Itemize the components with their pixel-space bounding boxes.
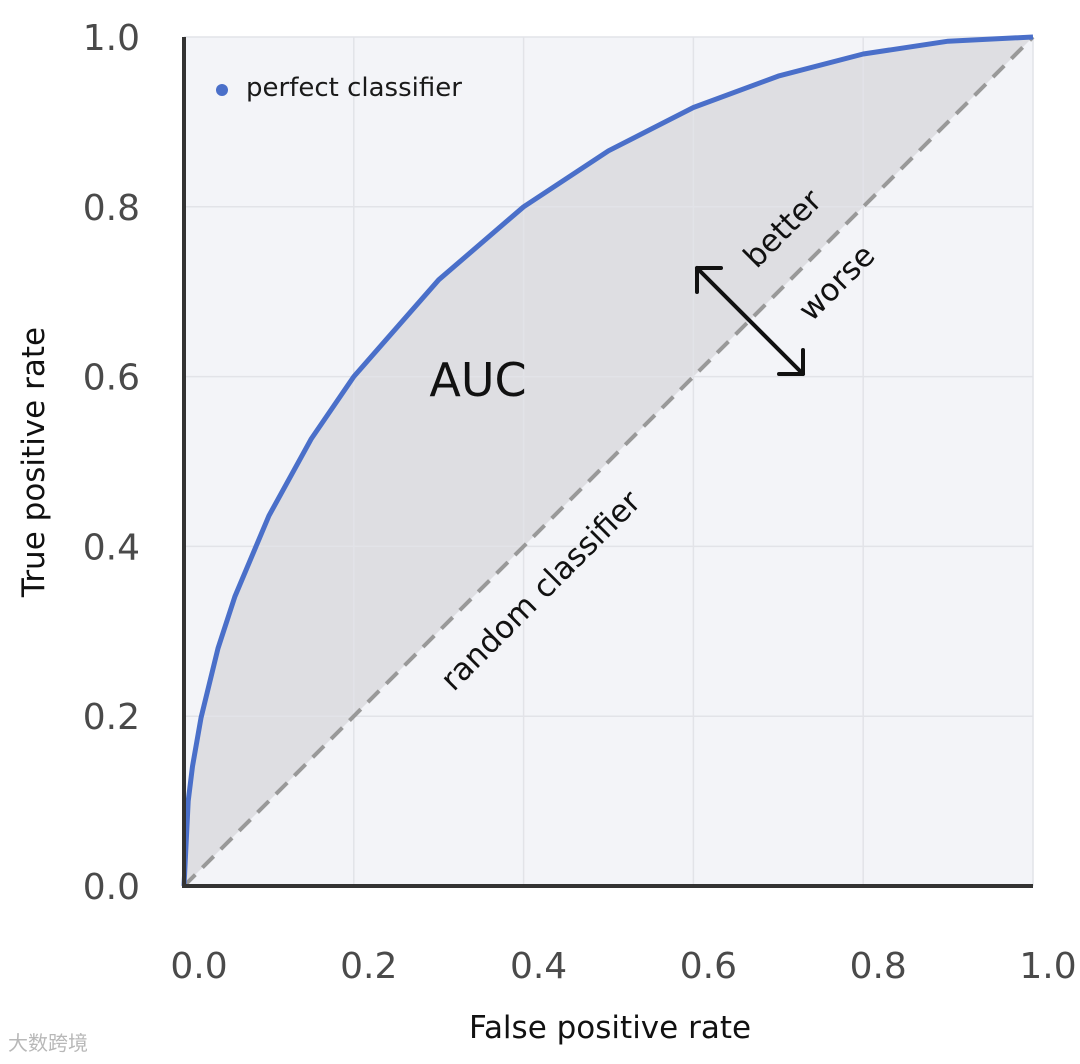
perfect-classifier-curve: [181, 34, 1034, 887]
y-tick-label: 0.6: [83, 358, 140, 399]
legend-label: perfect classifier: [246, 73, 462, 103]
y-tick-label: 0.8: [83, 188, 140, 229]
auc-label: AUC: [429, 353, 526, 407]
x-tick-label: 0.8: [850, 946, 907, 987]
better-worse-arrow: [695, 266, 805, 376]
x-tick-label: 0.2: [340, 946, 397, 987]
watermark: 大数跨境: [8, 1031, 88, 1055]
y-tick-label: 0.2: [83, 697, 140, 738]
y-tick-label: 0.4: [83, 527, 140, 568]
x-tick-label: 0.0: [170, 946, 227, 987]
y-tick-label: 0.0: [83, 867, 140, 908]
y-tick-label: 1.0: [83, 18, 140, 59]
y-tick-labels: 0.0 0.2 0.4 0.6 0.8 1.0: [83, 18, 140, 908]
x-axis-label: False positive rate: [469, 1010, 751, 1046]
x-tick-label: 0.6: [680, 946, 737, 987]
legend-marker: [216, 84, 228, 96]
random-classifier-line: [182, 35, 1035, 888]
y-axis-label: True positive rate: [16, 327, 52, 598]
x-tick-label: 0.4: [510, 946, 567, 987]
x-tick-labels: 0.0 0.2 0.4 0.6 0.8 1.0: [170, 946, 1076, 987]
x-tick-label: 1.0: [1019, 946, 1076, 987]
